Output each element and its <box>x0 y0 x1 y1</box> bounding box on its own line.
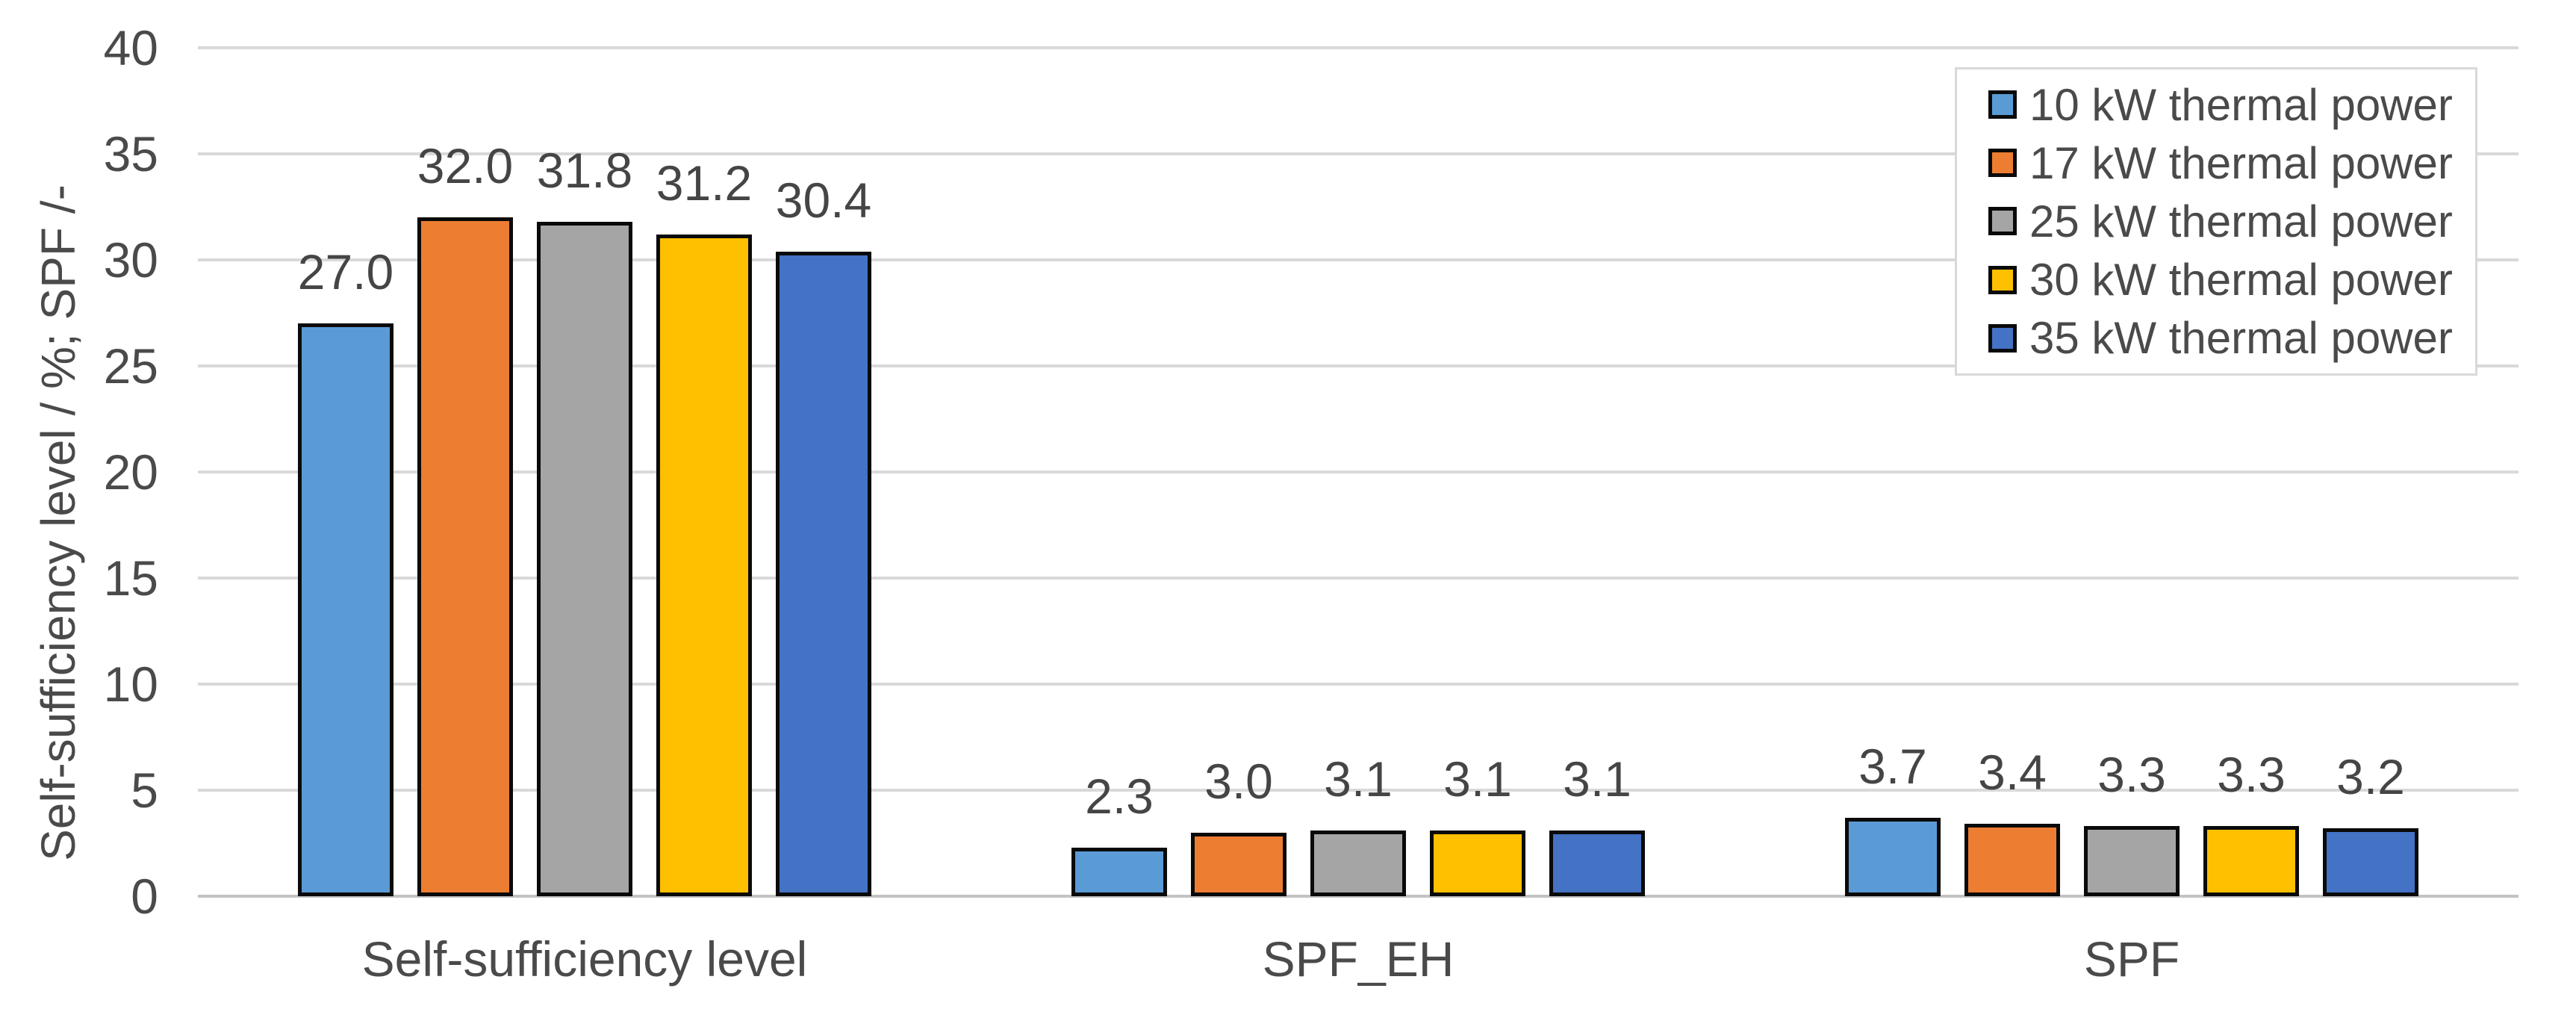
gridline <box>198 683 2519 686</box>
bar-value-label: 31.8 <box>536 142 633 198</box>
legend-item: 25 kW thermal power <box>1988 196 2469 247</box>
legend-label: 30 kW thermal power <box>2029 255 2453 305</box>
gridline <box>198 152 2519 155</box>
bar-value-label: 3.3 <box>2217 747 2286 803</box>
bar-value-label: 3.3 <box>2097 747 2166 803</box>
gridline <box>198 364 2519 367</box>
gridline <box>198 577 2519 580</box>
bar <box>298 323 393 896</box>
bar-value-label: 31.2 <box>656 155 753 211</box>
category-label: Self-sufficiency level <box>361 931 808 987</box>
bar-value-label: 3.1 <box>1443 751 1512 807</box>
bar <box>537 221 632 896</box>
legend-item: 30 kW thermal power <box>1988 254 2469 305</box>
legend-label: 25 kW thermal power <box>2029 196 2453 246</box>
bar <box>1549 830 1645 896</box>
bar <box>1964 824 2060 896</box>
y-tick-label: 0 <box>131 869 158 924</box>
legend-item: 35 kW thermal power <box>1988 312 2469 364</box>
y-axis-title: Self-sufficiency level / %; SPF /- <box>31 184 85 861</box>
bar-value-label: 3.4 <box>1978 745 2047 801</box>
legend-swatch-icon <box>1988 149 2017 178</box>
gridline <box>198 789 2519 792</box>
legend-item: 17 kW thermal power <box>1988 137 2469 189</box>
bar <box>656 234 752 896</box>
y-tick-label: 35 <box>103 126 158 181</box>
legend-swatch-icon <box>1988 265 2017 294</box>
bar <box>1845 817 1941 896</box>
gridline <box>198 471 2519 474</box>
category-label: SPF_EH <box>1262 931 1455 987</box>
legend: 10 kW thermal power 17 kW thermal power 25… <box>1955 67 2477 376</box>
bar <box>2203 826 2299 896</box>
y-tick-label: 20 <box>103 444 158 500</box>
bar <box>1191 832 1287 896</box>
category-label: SPF <box>2083 931 2180 987</box>
legend-label: 35 kW thermal power <box>2029 313 2453 364</box>
bar-value-label: 30.4 <box>775 172 872 228</box>
gridline <box>198 46 2519 49</box>
bar-value-label: 3.1 <box>1324 751 1393 807</box>
bar <box>1071 847 1167 896</box>
y-tick-label: 40 <box>103 20 158 75</box>
bar <box>2323 828 2418 896</box>
bar-value-label: 27.0 <box>297 244 394 300</box>
bar <box>776 251 871 896</box>
bar <box>2084 826 2180 896</box>
legend-swatch-icon <box>1988 90 2017 119</box>
y-tick-label: 15 <box>103 550 158 606</box>
bar-value-label: 3.0 <box>1204 753 1273 809</box>
bar-value-label: 2.3 <box>1085 768 1154 824</box>
bar <box>417 217 513 896</box>
legend-swatch-icon <box>1988 323 2017 353</box>
bar <box>1310 830 1406 896</box>
bar-value-label: 3.7 <box>1858 738 1927 794</box>
gridline <box>198 258 2519 261</box>
bar <box>1430 830 1525 896</box>
y-tick-label: 5 <box>131 763 158 818</box>
legend-swatch-icon <box>1988 207 2017 236</box>
y-tick-label: 30 <box>103 232 158 288</box>
gridline <box>198 895 2519 898</box>
bar-value-label: 3.2 <box>2336 749 2405 805</box>
legend-item: 10 kW thermal power <box>1988 79 2469 131</box>
bar-value-label: 3.1 <box>1563 751 1631 807</box>
legend-label: 17 kW thermal power <box>2029 137 2453 188</box>
legend-label: 10 kW thermal power <box>2029 79 2453 130</box>
y-tick-label: 10 <box>103 656 158 712</box>
bar-value-label: 32.0 <box>417 138 514 194</box>
y-tick-label: 25 <box>103 338 158 394</box>
